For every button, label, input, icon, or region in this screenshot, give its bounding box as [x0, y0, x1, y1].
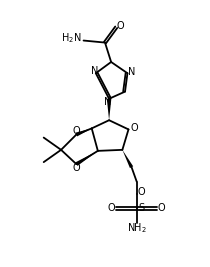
- Polygon shape: [107, 99, 111, 120]
- Text: O: O: [116, 21, 124, 31]
- Polygon shape: [122, 150, 133, 168]
- Text: O: O: [108, 203, 116, 213]
- Text: O: O: [72, 126, 80, 136]
- Text: H$_2$N: H$_2$N: [61, 32, 81, 45]
- Polygon shape: [76, 128, 92, 136]
- Text: S: S: [138, 203, 144, 213]
- Text: O: O: [138, 187, 146, 197]
- Text: N: N: [128, 67, 136, 77]
- Text: O: O: [130, 123, 138, 134]
- Polygon shape: [75, 151, 98, 166]
- Text: N: N: [104, 97, 111, 107]
- Text: O: O: [158, 203, 165, 213]
- Text: NH$_2$: NH$_2$: [127, 221, 147, 235]
- Text: N: N: [91, 66, 98, 76]
- Text: O: O: [72, 163, 80, 173]
